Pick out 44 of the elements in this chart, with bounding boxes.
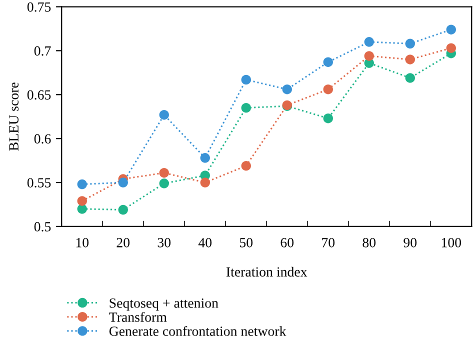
y-tick-label: 0.7 [34,46,51,56]
x-tick-label: 90 [404,238,417,248]
point [241,102,251,113]
x-tick-label: 30 [158,238,171,248]
point [241,74,251,85]
point [200,178,210,188]
point [241,160,251,171]
point [77,179,87,190]
point [323,57,333,67]
point [159,178,169,188]
y-tick-label: 0.55 [27,178,51,188]
point [159,168,169,178]
y-tick-label: 0.75 [27,2,51,12]
point [405,73,415,83]
x-tick-label: 100 [442,238,462,248]
point [323,84,333,94]
y-tick-label: 0.5 [34,222,51,232]
y-axis-title: BLEU score [9,82,19,151]
x-tick-label: 40 [198,238,212,248]
legend-label: Seqtoseq + attenion [110,298,218,311]
point [364,37,374,47]
point [159,110,169,120]
x-tick-label: 10 [76,238,89,248]
x-axis-title: Iteration index [226,266,308,277]
point [446,24,456,34]
point [405,54,415,64]
point [118,204,128,215]
x-tick-label: 70 [322,238,335,248]
y-tick-label: 0.65 [27,90,51,100]
x-tick-label: 60 [280,238,294,248]
x-tick-label: 20 [116,238,130,248]
point [446,43,456,53]
point [323,114,333,124]
x-tick-label: 50 [240,238,253,248]
x-tick-label: 80 [362,238,376,248]
point [200,153,210,163]
y-tick-label: 0.6 [34,134,51,144]
legend-label: Transform [109,312,167,322]
point [405,38,415,49]
point [77,196,87,206]
point [282,84,292,94]
point [364,51,374,61]
legend-label: Generate confrontation network [109,326,286,336]
point [118,178,128,188]
